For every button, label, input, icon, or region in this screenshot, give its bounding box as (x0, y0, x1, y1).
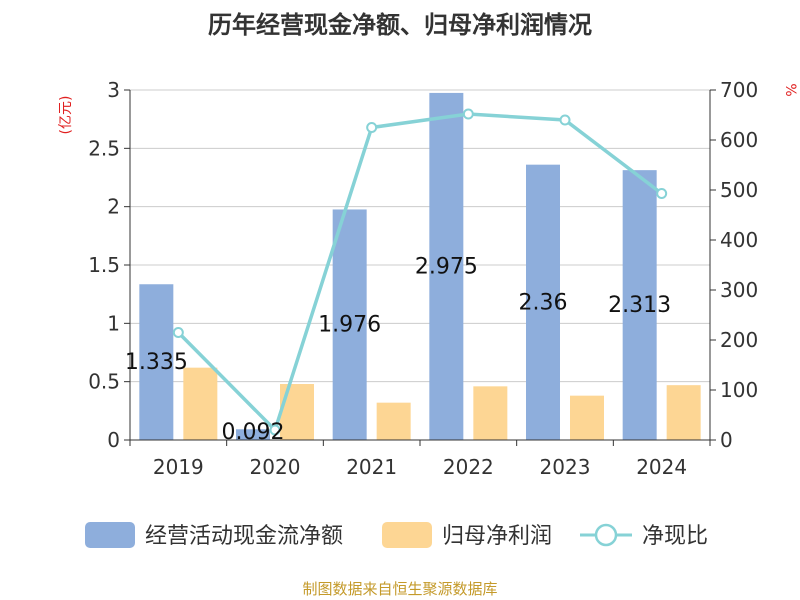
y-right-tick-label: 500 (720, 178, 758, 202)
legend-swatch-net-profit (382, 522, 432, 548)
source-note: 制图数据来自恒生聚源数据库 (302, 580, 497, 598)
y-right-tick-label: 600 (720, 128, 758, 152)
bar-cash-flow (236, 429, 270, 440)
x-tick-label: 2022 (443, 455, 494, 479)
cash-ratio-point (462, 108, 474, 120)
legend-label-net-profit: 归母净利润 (442, 524, 552, 549)
legend-label-cash-ratio: 净现比 (642, 524, 708, 549)
bar-value-labels: 1.335 0.092 1.976 2.975 2.36 2.313 (125, 254, 671, 445)
x-tick-label: 2020 (250, 455, 301, 479)
bar-series-cash-flow (139, 92, 657, 441)
y-left-tick-label: 3 (107, 78, 120, 102)
bar-cash-flow (526, 164, 560, 440)
cash-ratio-point (656, 188, 668, 199)
y-axis-left-label: (亿元) (58, 96, 74, 135)
bar-value-label: 1.976 (318, 313, 381, 338)
cash-ratio-point (366, 122, 378, 133)
x-tick-label: 2019 (153, 455, 204, 479)
y-left-tick-label: 2 (107, 195, 120, 219)
y-right-tick-label: 0 (720, 428, 733, 452)
x-tick-label: 2021 (346, 455, 397, 479)
y-left-tick-label: 1.5 (88, 253, 120, 277)
y-right-tick-label: 300 (720, 278, 758, 302)
bar-net-profit (570, 395, 604, 440)
legend: 经营活动现金流净额 归母净利润 净现比 (85, 522, 708, 549)
y-right-tick-label: 200 (720, 328, 758, 352)
chart-title: 历年经营现金净额、归母净利润情况 (208, 11, 592, 39)
y-left-tick-label: 2.5 (88, 136, 120, 160)
x-tick-label: 2024 (636, 455, 687, 479)
y-left-tick-label: 1 (107, 311, 120, 335)
bar-net-profit (666, 385, 701, 440)
y-right-tick-label: 700 (720, 78, 758, 102)
legend-swatch-cash-flow (85, 522, 135, 548)
y-left-tick-label: 0 (107, 428, 120, 452)
bar-net-profit (376, 402, 411, 440)
y-left-tick-label: 0.5 (88, 370, 120, 394)
line-series-cash-ratio (172, 108, 668, 436)
bar-value-label: 2.975 (415, 254, 478, 279)
bar-cash-flow (332, 209, 367, 440)
cash-ratio-point (172, 327, 184, 338)
x-tick-label: 2023 (540, 455, 591, 479)
bar-cash-flow (622, 170, 657, 440)
y-right-tick-label: 400 (720, 228, 758, 252)
bar-net-profit (280, 384, 314, 440)
legend-marker-cash-ratio (594, 523, 618, 547)
cash-ratio-point (269, 424, 281, 436)
y-axis-right-label: % (782, 83, 798, 96)
cash-ratio-line (177, 112, 663, 434)
cash-ratio-point (559, 114, 571, 126)
bar-cash-flow (139, 284, 174, 440)
bar-value-label: 2.313 (608, 293, 671, 318)
bar-net-profit (183, 367, 218, 440)
axes: 0 0.5 1 1.5 2 2.5 3 0 100 200 300 400 500 600 700 2019 2… (88, 78, 758, 479)
y-right-tick-label: 100 (720, 378, 758, 402)
bar-series-net-profit (183, 367, 701, 440)
bar-value-label: 2.36 (519, 290, 568, 315)
bar-value-label: 0.092 (222, 420, 285, 445)
bar-value-label: 1.335 (125, 350, 188, 375)
bar-net-profit (473, 386, 508, 440)
legend-label-cash-flow: 经营活动现金流净额 (145, 524, 343, 549)
bar-cash-flow (429, 92, 464, 441)
